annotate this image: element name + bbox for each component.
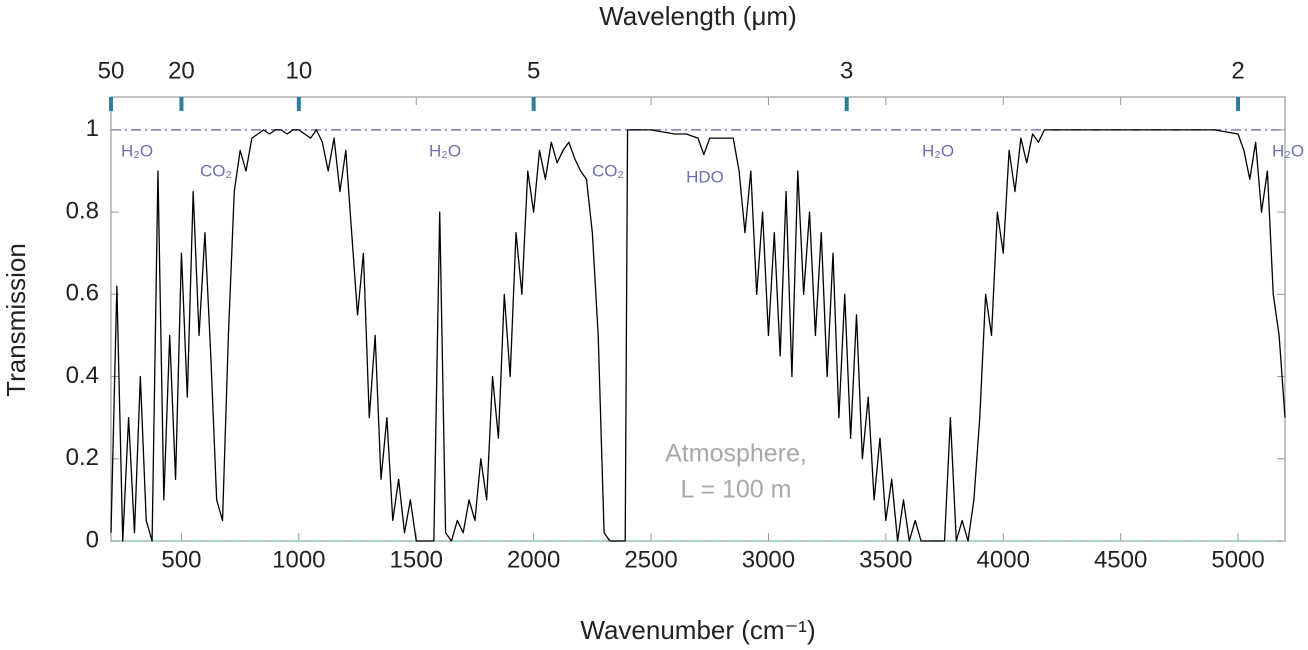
x-tick-label: 2000 [507, 546, 560, 573]
x-tick-label: 1500 [390, 546, 443, 573]
x-tick-label: 1000 [272, 546, 325, 573]
y-tick-label: 0.2 [66, 444, 99, 471]
data-line [110, 129, 1286, 542]
note: Atmosphere, [665, 440, 807, 468]
x2-tick-label: 50 [98, 57, 125, 84]
x-tick-label: 3000 [742, 546, 795, 573]
annotation: CO₂ [200, 161, 232, 180]
x2-tick [109, 97, 113, 111]
y-axis-label: Transmission [1, 243, 31, 397]
annotation: H₂O [429, 141, 461, 160]
annotation: H₂O [121, 141, 153, 160]
x2-tick-label: 5 [527, 57, 540, 84]
annotation: HDO [686, 167, 724, 186]
y-tick-label: 0.4 [66, 362, 99, 389]
y-tick-label: 0.8 [66, 197, 99, 224]
y-tick-label: 0.6 [66, 280, 99, 307]
x-tick-label: 500 [161, 546, 201, 573]
x-tick-label: 5000 [1211, 546, 1264, 573]
x-tick-label: 3500 [859, 546, 912, 573]
chart-title: Wavelength (μm) [599, 1, 797, 31]
y-tick-label: 0 [86, 526, 99, 553]
x2-tick [296, 97, 301, 111]
x-axis-label: Wavenumber (cm⁻¹) [580, 615, 815, 645]
plot-frame [110, 96, 1286, 542]
x-tick-label: 2500 [624, 546, 677, 573]
x2-tick [179, 97, 184, 111]
annotation: CO₂ [592, 161, 624, 180]
x2-tick-label: 2 [1231, 57, 1244, 84]
y-tick-label: 1 [86, 115, 99, 142]
x2-tick [1236, 97, 1241, 111]
x-tick-label: 4500 [1094, 546, 1147, 573]
x2-tick [531, 97, 536, 111]
x2-tick-label: 20 [168, 57, 195, 84]
x-tick-label: 4000 [977, 546, 1030, 573]
note: L = 100 m [681, 476, 792, 504]
x2-tick [844, 97, 849, 111]
annotation: H₂O [922, 141, 954, 160]
x2-tick-label: 10 [285, 57, 312, 84]
x2-tick-label: 3 [840, 57, 853, 84]
annotation: H₂O [1272, 141, 1304, 160]
